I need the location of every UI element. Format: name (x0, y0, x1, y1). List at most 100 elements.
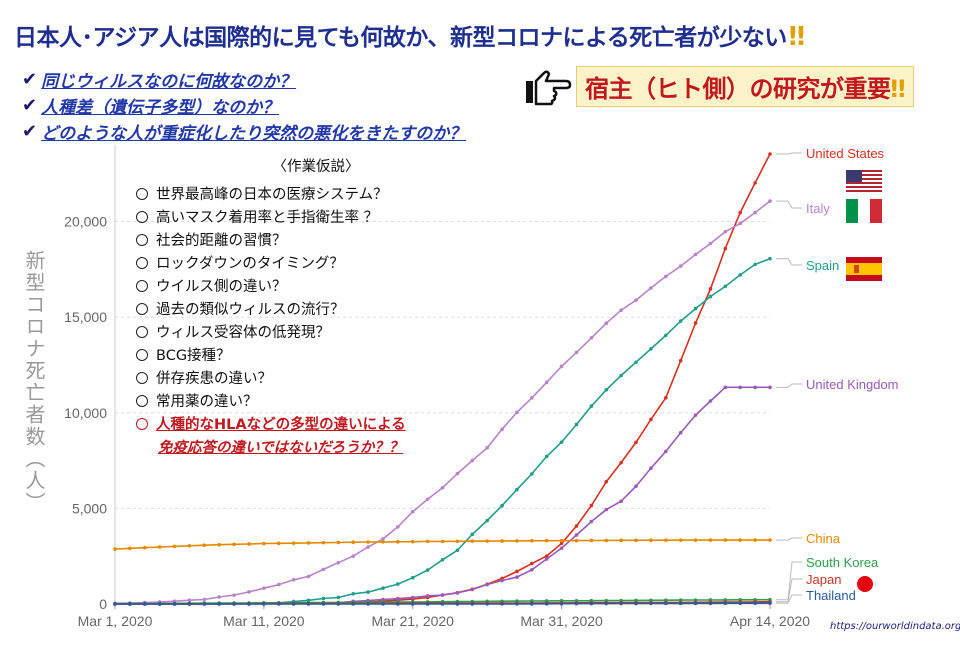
question-item: ✔ 人種差（遺伝子多型）なのか？ (22, 94, 280, 118)
data-point (559, 541, 564, 546)
data-point (544, 601, 549, 606)
data-point (291, 577, 296, 582)
hypothesis-title: 〈作業仮説〉 (272, 159, 360, 175)
circle-bullet-icon (136, 325, 148, 338)
data-point (440, 558, 445, 562)
data-point (351, 540, 355, 545)
data-point (410, 575, 415, 580)
data-point (530, 567, 534, 572)
data-point (217, 595, 222, 599)
x-tick-label: Mar 11, 2020 (223, 613, 305, 629)
data-point (247, 590, 251, 594)
data-point (470, 602, 475, 606)
data-point (678, 601, 683, 606)
data-point (410, 539, 415, 544)
callout-text: 宿主（ヒト側）の研究が重要‼ (576, 66, 915, 107)
data-point (544, 538, 549, 543)
data-point (723, 538, 728, 542)
data-point (589, 538, 594, 543)
data-point (649, 601, 653, 606)
data-point (515, 410, 519, 415)
data-point (217, 542, 222, 547)
source-link[interactable]: https://ourworldindata.org/ (830, 621, 960, 632)
question-item: ✔ 同じウィルスなのに何故なのか？ (22, 68, 297, 92)
italy-flag-icon (846, 199, 882, 223)
data-point (649, 538, 653, 543)
data-point (559, 440, 564, 444)
data-point (381, 537, 385, 541)
data-point (544, 554, 549, 558)
data-point (574, 422, 579, 427)
hypothesis-item: BCG接種？ (136, 343, 436, 366)
data-point (306, 574, 311, 579)
data-point (306, 541, 311, 545)
data-point (381, 597, 385, 602)
data-point (634, 484, 638, 489)
data-point (693, 413, 698, 417)
data-point (738, 385, 743, 390)
hypothesis-highlight-continued: 免疫応答の違いではないだろうか？？ (158, 440, 404, 456)
spain-flag-icon (846, 257, 882, 281)
circle-bullet-icon (136, 371, 148, 384)
data-point (530, 539, 534, 543)
hypothesis-item: 過去の類似ウィルスの流行？ (136, 297, 436, 320)
data-point (663, 333, 668, 338)
data-point (574, 538, 579, 543)
data-point (515, 539, 519, 543)
data-point (723, 284, 728, 289)
data-point (232, 602, 236, 606)
data-point (485, 446, 489, 450)
data-point (663, 538, 668, 542)
x-tick-label: Mar 1, 2020 (78, 613, 153, 629)
data-point (723, 601, 728, 606)
series-connector (776, 537, 802, 541)
series-connector (776, 594, 802, 604)
data-point (410, 595, 415, 600)
data-point (619, 499, 623, 504)
data-point (604, 538, 609, 543)
data-point (396, 602, 400, 606)
series-label: Japan (806, 572, 841, 587)
data-point (187, 602, 192, 606)
circle-bullet-icon (136, 279, 148, 292)
data-point (708, 294, 713, 299)
data-point (723, 246, 728, 251)
data-point (768, 152, 772, 156)
data-point (202, 543, 207, 548)
y-axis-label: 新型コロナ死亡者数（人） (22, 250, 46, 514)
data-point (366, 540, 370, 544)
series-connector (776, 561, 802, 601)
data-point (530, 561, 534, 566)
data-point (738, 273, 743, 277)
question-item: ✔ どのような人が重症化したり突然の悪化をきたすのか？ (22, 120, 467, 144)
data-point (649, 286, 653, 290)
data-point (649, 466, 653, 471)
data-point (768, 538, 772, 542)
data-point (634, 440, 638, 445)
series-label: China (806, 531, 841, 546)
hypothesis-box: 〈作業仮説〉 世界最高峰の日本の医療システム？ 高いマスク着用率と手指衛生率 ？… (136, 155, 436, 458)
data-point (753, 538, 757, 542)
data-point (708, 538, 713, 542)
data-point (589, 519, 594, 524)
data-point (678, 538, 683, 542)
data-point (470, 587, 475, 592)
data-point (500, 427, 504, 432)
data-point (128, 602, 132, 606)
y-tick-label: 5,000 (72, 500, 107, 516)
data-point (455, 591, 460, 595)
data-point (604, 479, 609, 484)
data-point (381, 540, 385, 544)
data-point (410, 509, 415, 514)
data-point (381, 602, 385, 606)
data-point (693, 321, 698, 325)
data-point (559, 601, 564, 606)
series-label: Spain (806, 258, 839, 273)
series-label: Thailand (806, 588, 856, 603)
data-point (336, 595, 341, 600)
circle-bullet-icon (136, 187, 148, 200)
data-point (589, 503, 594, 508)
data-point (336, 540, 341, 545)
data-point (753, 262, 757, 267)
data-point (530, 396, 534, 400)
